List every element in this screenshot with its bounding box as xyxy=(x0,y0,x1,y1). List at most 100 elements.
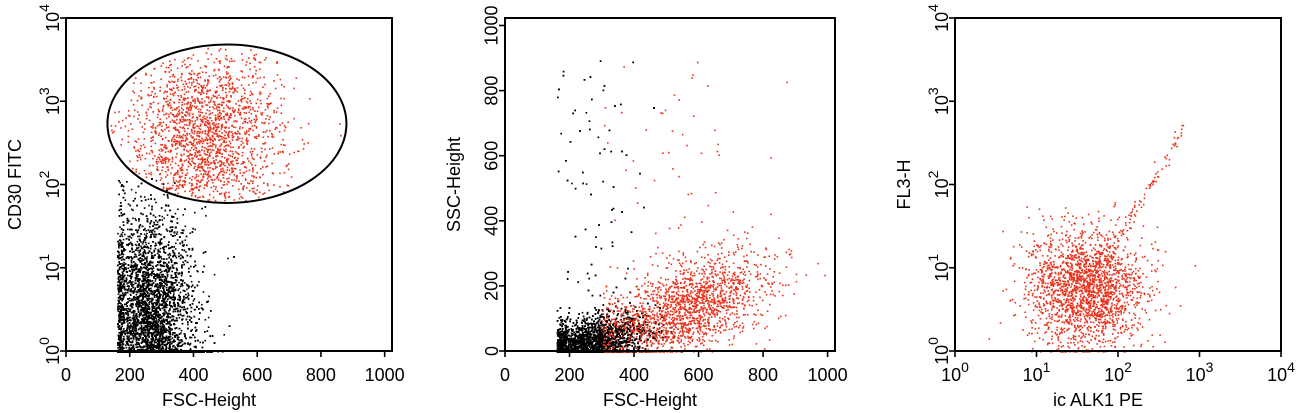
data-point xyxy=(122,185,125,188)
data-point xyxy=(153,276,155,278)
data-point xyxy=(138,225,141,227)
data-point xyxy=(169,338,172,341)
data-point xyxy=(163,336,165,339)
data-point xyxy=(137,273,139,276)
data-point xyxy=(159,284,161,286)
data-point xyxy=(201,307,204,310)
data-point xyxy=(172,254,175,257)
data-point xyxy=(205,215,207,217)
data-point xyxy=(190,286,193,288)
data-point xyxy=(118,275,121,277)
data-point xyxy=(135,293,138,296)
data-point xyxy=(142,334,145,336)
data-point xyxy=(135,244,138,247)
data-point xyxy=(197,270,199,273)
data-point xyxy=(154,216,157,218)
data-point xyxy=(127,243,129,246)
data-point xyxy=(134,243,137,246)
data-point xyxy=(173,293,175,295)
data-point xyxy=(122,238,125,241)
data-point xyxy=(194,211,196,214)
data-point xyxy=(131,208,133,211)
data-point xyxy=(154,236,157,238)
data-point xyxy=(164,262,167,264)
data-point xyxy=(167,197,169,199)
data-point xyxy=(131,229,133,231)
data-point xyxy=(178,317,181,319)
data-point xyxy=(149,260,152,263)
data-point xyxy=(160,256,162,258)
data-point xyxy=(139,289,141,291)
data-point xyxy=(186,283,188,286)
data-point xyxy=(162,301,165,304)
data-point xyxy=(160,316,163,319)
data-point xyxy=(146,324,149,326)
data-point xyxy=(164,276,166,278)
data-point xyxy=(165,281,168,283)
data-point xyxy=(159,243,161,246)
data-point xyxy=(182,245,185,247)
data-point xyxy=(175,257,178,259)
data-point xyxy=(192,300,195,302)
data-point xyxy=(184,225,187,228)
data-point xyxy=(137,346,139,348)
data-point xyxy=(156,333,158,336)
data-point xyxy=(132,283,135,286)
data-point xyxy=(157,318,160,321)
data-point xyxy=(124,233,126,236)
data-point xyxy=(180,232,182,234)
data-point xyxy=(134,266,137,268)
data-point xyxy=(145,243,148,246)
data-point xyxy=(120,288,123,290)
data-point xyxy=(160,325,162,327)
data-point xyxy=(127,267,130,270)
data-point xyxy=(183,301,186,304)
data-point xyxy=(142,320,144,322)
data-point xyxy=(170,319,173,322)
data-point xyxy=(142,332,144,334)
data-point xyxy=(174,212,177,215)
data-point xyxy=(134,282,136,284)
data-point xyxy=(162,294,165,296)
data-point xyxy=(182,214,184,216)
data-point xyxy=(145,237,147,239)
data-point xyxy=(142,272,145,274)
data-point xyxy=(138,282,140,284)
data-point xyxy=(119,242,121,244)
data-point xyxy=(147,318,150,320)
data-point xyxy=(151,308,154,310)
data-point xyxy=(124,249,127,251)
data-point xyxy=(223,334,225,336)
data-point xyxy=(129,308,132,310)
data-point xyxy=(191,329,193,331)
data-point xyxy=(125,303,127,305)
data-point xyxy=(162,318,165,320)
data-point xyxy=(121,235,124,238)
data-point xyxy=(166,283,168,285)
data-point xyxy=(128,328,131,331)
data-point xyxy=(165,318,167,321)
data-point xyxy=(146,277,148,279)
data-point xyxy=(174,248,177,250)
data-point xyxy=(140,299,143,302)
data-point xyxy=(132,286,134,289)
data-point xyxy=(175,242,177,245)
data-point xyxy=(182,261,184,263)
data-point xyxy=(159,296,161,298)
data-point xyxy=(166,295,169,297)
data-point xyxy=(160,274,163,276)
data-point xyxy=(151,332,154,334)
data-point xyxy=(148,336,150,338)
data-point xyxy=(123,279,126,282)
data-point xyxy=(156,286,158,288)
data-point xyxy=(117,232,119,235)
data-point xyxy=(174,289,177,292)
data-point xyxy=(170,233,172,236)
data-point xyxy=(121,265,123,267)
data-point xyxy=(143,233,146,236)
data-point xyxy=(143,249,146,251)
data-point xyxy=(156,290,158,292)
data-point xyxy=(127,332,130,334)
data-point xyxy=(174,346,176,349)
data-point xyxy=(122,306,125,308)
